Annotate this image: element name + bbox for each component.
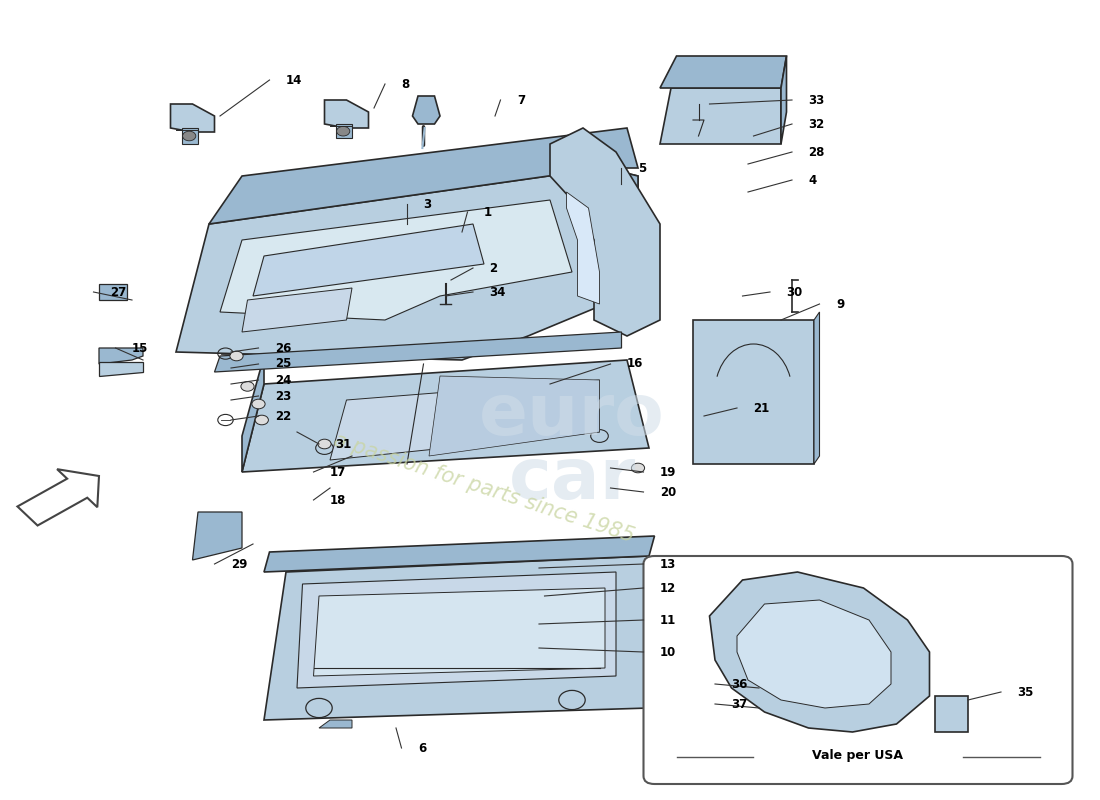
FancyArrow shape	[18, 469, 99, 526]
Polygon shape	[209, 128, 638, 224]
Text: 13: 13	[660, 558, 676, 570]
Polygon shape	[660, 56, 786, 88]
Text: 6: 6	[418, 742, 427, 754]
Text: 30: 30	[786, 286, 803, 298]
Text: 26: 26	[275, 342, 292, 354]
Text: 17: 17	[330, 466, 346, 478]
Text: 1: 1	[484, 206, 492, 218]
Text: 5: 5	[638, 162, 647, 174]
Polygon shape	[429, 376, 600, 456]
Text: 3: 3	[424, 198, 431, 210]
Polygon shape	[264, 556, 649, 720]
FancyBboxPatch shape	[644, 556, 1072, 784]
Polygon shape	[242, 356, 264, 472]
Polygon shape	[330, 380, 600, 460]
Text: 33: 33	[808, 94, 825, 106]
Text: 20: 20	[660, 486, 676, 498]
Text: 32: 32	[808, 118, 825, 130]
Circle shape	[183, 131, 196, 141]
Polygon shape	[182, 128, 198, 144]
Polygon shape	[192, 512, 242, 560]
Polygon shape	[314, 588, 605, 676]
Text: 4: 4	[808, 174, 816, 186]
Polygon shape	[660, 88, 781, 144]
Text: 29: 29	[231, 558, 248, 570]
Circle shape	[318, 439, 331, 449]
Polygon shape	[566, 192, 600, 304]
Text: 37: 37	[732, 698, 748, 710]
Text: euro: euro	[480, 382, 664, 450]
Polygon shape	[99, 362, 143, 376]
Text: 36: 36	[732, 678, 748, 690]
Text: 35: 35	[1018, 686, 1034, 698]
Text: Vale per USA: Vale per USA	[813, 749, 903, 762]
Polygon shape	[242, 360, 649, 472]
Polygon shape	[297, 572, 616, 688]
Text: car: car	[508, 446, 636, 514]
Text: 18: 18	[330, 494, 346, 506]
Polygon shape	[264, 536, 654, 572]
Polygon shape	[99, 284, 127, 300]
Text: 25: 25	[275, 358, 292, 370]
Polygon shape	[710, 572, 930, 732]
Text: 21: 21	[754, 402, 770, 414]
Polygon shape	[336, 124, 352, 138]
Polygon shape	[935, 696, 968, 732]
Text: 15: 15	[132, 342, 148, 354]
Polygon shape	[814, 312, 820, 464]
Polygon shape	[412, 96, 440, 124]
Text: 23: 23	[275, 390, 292, 402]
Polygon shape	[176, 168, 638, 360]
Polygon shape	[550, 128, 660, 336]
Text: 16: 16	[627, 358, 644, 370]
Polygon shape	[242, 288, 352, 332]
Text: 11: 11	[660, 614, 676, 626]
Circle shape	[241, 382, 254, 391]
Text: 12: 12	[660, 582, 676, 594]
Text: 31: 31	[336, 438, 352, 450]
Polygon shape	[214, 332, 622, 372]
Polygon shape	[253, 224, 484, 296]
Polygon shape	[605, 168, 638, 304]
Polygon shape	[781, 56, 786, 144]
Polygon shape	[319, 720, 352, 728]
Text: 14: 14	[286, 74, 302, 86]
Circle shape	[255, 415, 268, 425]
Text: 8: 8	[402, 78, 409, 90]
Polygon shape	[99, 348, 143, 364]
Text: 28: 28	[808, 146, 825, 158]
Text: 27: 27	[110, 286, 126, 298]
Polygon shape	[170, 104, 214, 132]
Text: 10: 10	[660, 646, 676, 658]
Circle shape	[252, 399, 265, 409]
Text: 9: 9	[836, 298, 845, 310]
Circle shape	[230, 351, 243, 361]
Circle shape	[337, 126, 350, 136]
Circle shape	[631, 463, 645, 473]
Polygon shape	[220, 200, 572, 320]
Text: 19: 19	[660, 466, 676, 478]
Text: a passion for parts since 1985: a passion for parts since 1985	[331, 430, 637, 546]
Polygon shape	[693, 320, 814, 464]
Polygon shape	[737, 600, 891, 708]
Text: 7: 7	[517, 94, 525, 106]
Text: 34: 34	[490, 286, 506, 298]
Polygon shape	[324, 100, 369, 128]
Text: 24: 24	[275, 374, 292, 386]
Text: 2: 2	[490, 262, 497, 274]
Text: 22: 22	[275, 410, 292, 422]
